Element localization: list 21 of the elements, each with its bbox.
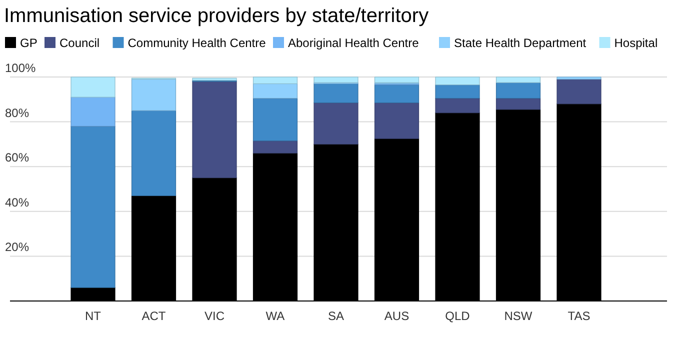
x-tick-label: AUS (384, 309, 410, 323)
legend-label: GP (20, 36, 38, 50)
y-tick-label: 20% (5, 240, 30, 254)
x-tick-label: NSW (504, 309, 533, 323)
x-tick-label: WA (266, 309, 285, 323)
x-tick-label: VIC (204, 309, 225, 323)
chart-title: Immunisation service providers by state/territory (4, 5, 429, 27)
legend-label: State Health Department (454, 36, 587, 50)
y-tick-label: 40% (5, 195, 30, 210)
y-tick-label: 60% (5, 150, 30, 165)
x-tick-label: QLD (445, 309, 470, 323)
legend-label: Aboriginal Health Centre (288, 36, 420, 50)
legend-label: Hospital (614, 36, 658, 50)
x-tick-label: TAS (568, 309, 590, 323)
y-tick-label: 80% (5, 106, 30, 120)
y-tick-label: 100% (5, 61, 36, 75)
x-tick-label: ACT (142, 309, 166, 323)
legend-label: Community Health Centre (128, 36, 266, 50)
legend-label: Council (60, 36, 100, 50)
x-tick-label: NT (85, 309, 102, 323)
x-tick-label: SA (328, 309, 344, 323)
